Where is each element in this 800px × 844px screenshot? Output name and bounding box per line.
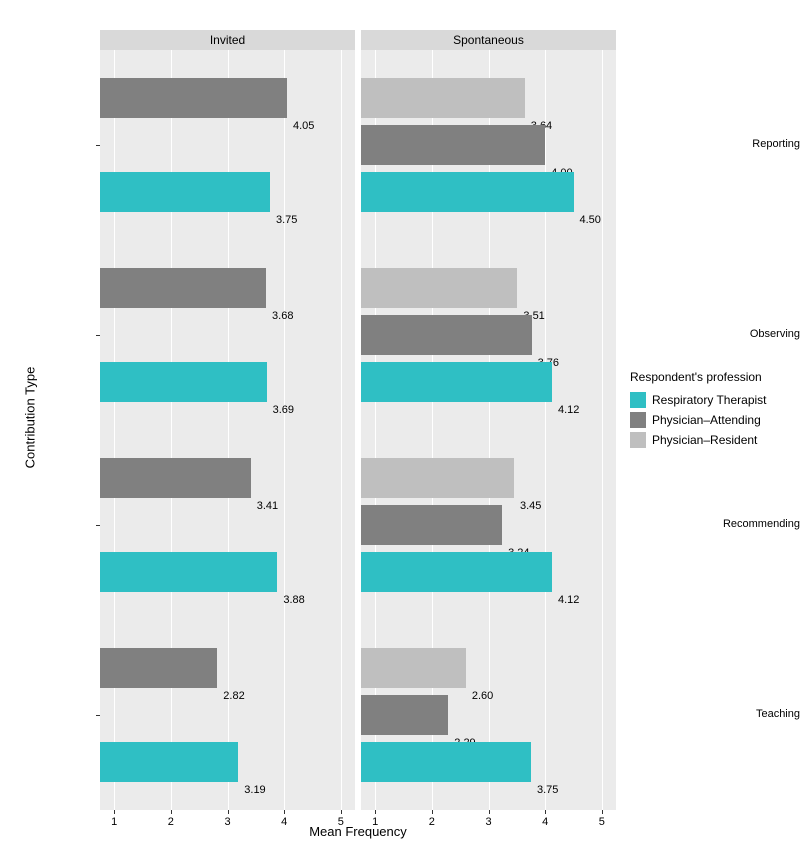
x-tick-label: 1 [111, 816, 117, 828]
bar [361, 552, 552, 592]
legend: Respondent's profession Respiratory Ther… [630, 370, 767, 452]
gridline [602, 50, 603, 810]
bar [361, 695, 448, 735]
bar-value-label: 2.60 [472, 690, 493, 702]
bar [100, 458, 251, 498]
y-tick-mark [96, 145, 100, 146]
bar [361, 362, 552, 402]
y-tick-label: Observing [712, 328, 800, 340]
x-tick-mark [602, 810, 603, 814]
x-axis-title: Mean Frequency [100, 824, 616, 839]
facet-header: Spontaneous [361, 30, 616, 50]
legend-swatch [630, 432, 646, 448]
bar-value-label: 3.69 [273, 404, 294, 416]
legend-item: Physician–Resident [630, 432, 767, 448]
bar [361, 458, 514, 498]
legend-title: Respondent's profession [630, 370, 767, 384]
x-tick-label: 5 [338, 816, 344, 828]
bar [100, 362, 267, 402]
legend-label: Respiratory Therapist [652, 393, 767, 407]
x-tick-label: 5 [599, 816, 605, 828]
y-tick-label: Recommending [712, 518, 800, 530]
y-axis-title: Contribution Type [23, 358, 38, 478]
bar-value-label: 4.12 [558, 594, 579, 606]
gridline [284, 50, 285, 810]
legend-item: Respiratory Therapist [630, 392, 767, 408]
bar [361, 172, 574, 212]
y-tick-mark [96, 715, 100, 716]
bar [100, 648, 217, 688]
bar [361, 125, 545, 165]
y-tick-mark [96, 335, 100, 336]
chart-container: Contribution Type Mean Frequency Invited… [0, 0, 800, 844]
bar [100, 552, 277, 592]
bar [361, 505, 502, 545]
x-tick-mark [489, 810, 490, 814]
legend-swatch [630, 392, 646, 408]
legend-swatch [630, 412, 646, 428]
x-tick-mark [432, 810, 433, 814]
bar-value-label: 4.05 [293, 120, 314, 132]
bar [361, 742, 531, 782]
bar [361, 315, 532, 355]
bar-value-label: 3.41 [257, 500, 278, 512]
x-tick-mark [284, 810, 285, 814]
bar [361, 648, 466, 688]
facet-header: Invited [100, 30, 355, 50]
bar [100, 268, 266, 308]
legend-label: Physician–Resident [652, 433, 757, 447]
bar-value-label: 3.19 [244, 784, 265, 796]
x-tick-mark [341, 810, 342, 814]
x-tick-label: 2 [168, 816, 174, 828]
x-tick-label: 2 [429, 816, 435, 828]
bar-value-label: 3.88 [283, 594, 304, 606]
x-tick-mark [228, 810, 229, 814]
x-tick-label: 3 [485, 816, 491, 828]
bar-value-label: 4.12 [558, 404, 579, 416]
bar [100, 78, 287, 118]
x-tick-label: 4 [542, 816, 548, 828]
x-tick-label: 4 [281, 816, 287, 828]
x-tick-mark [114, 810, 115, 814]
gridline [171, 50, 172, 810]
y-tick-mark [96, 525, 100, 526]
bar-value-label: 2.82 [223, 690, 244, 702]
bar [361, 268, 517, 308]
x-tick-mark [171, 810, 172, 814]
x-tick-mark [545, 810, 546, 814]
bar-value-label: 3.75 [537, 784, 558, 796]
gridline [114, 50, 115, 810]
legend-item: Physician–Attending [630, 412, 767, 428]
gridline [341, 50, 342, 810]
bar [100, 172, 270, 212]
x-tick-mark [375, 810, 376, 814]
x-tick-label: 1 [372, 816, 378, 828]
bar [100, 742, 238, 782]
legend-label: Physician–Attending [652, 413, 761, 427]
y-tick-label: Teaching [712, 708, 800, 720]
gridline [545, 50, 546, 810]
bar-value-label: 4.50 [580, 214, 601, 226]
bar-value-label: 3.75 [276, 214, 297, 226]
bar-value-label: 3.45 [520, 500, 541, 512]
x-tick-label: 3 [224, 816, 230, 828]
y-tick-label: Reporting [712, 138, 800, 150]
bar-value-label: 3.68 [272, 310, 293, 322]
bar [361, 78, 525, 118]
